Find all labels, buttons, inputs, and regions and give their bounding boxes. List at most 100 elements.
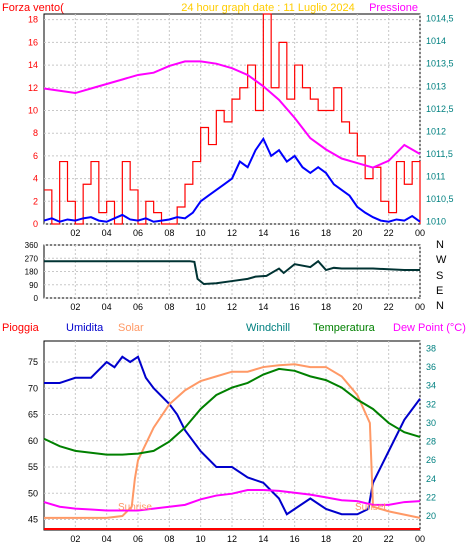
direction-left-tick: 360	[25, 241, 39, 250]
wind-right-ticks: 1010 1010,5 1011 1011,5 1012 1012,5 1013 1013,5…	[426, 14, 454, 227]
wind-left-tick: 4	[33, 174, 38, 184]
direction-left-tick: 180	[25, 268, 39, 277]
direction-grid	[44, 244, 421, 299]
wind-x-tick: 22	[384, 228, 394, 238]
compass-label-4: N	[436, 300, 444, 312]
wind-left-tick: 14	[28, 60, 38, 70]
compass-label-1: W	[436, 254, 447, 266]
wind-x-tick: 20	[352, 228, 362, 238]
climate-x-ticks: 02 04 06 08 10 12 14 16 18 20 22 00	[70, 534, 425, 544]
climate-x-tick: 16	[290, 534, 300, 544]
legend-rain: Pioggia	[2, 322, 40, 334]
climate-right-ticks: 20 22 24 26 28 30 32 34 36 38	[426, 343, 436, 521]
climate-series-solar	[44, 363, 421, 519]
climate-x-tick: 06	[133, 534, 143, 544]
direction-x-tick: 00	[415, 302, 425, 312]
humidity-left-tick: 70	[28, 383, 38, 393]
wind-grid	[44, 14, 421, 225]
climate-series-temperature	[43, 367, 421, 456]
wind-series-pressure	[43, 60, 421, 169]
direction-x-tick: 04	[102, 302, 112, 312]
compass-label-0: N	[436, 239, 444, 251]
pressure-right-tick: 1013	[426, 81, 446, 91]
direction-x-tick: 14	[258, 302, 268, 312]
wind-x-tick: 02	[70, 228, 80, 238]
wind-x-tick: 04	[102, 228, 112, 238]
wind-left-tick: 18	[28, 15, 38, 25]
wind-left-tick: 16	[28, 37, 38, 47]
climate-x-tick: 20	[352, 534, 362, 544]
compass-label-2: S	[436, 270, 443, 282]
wind-left-tick: 2	[33, 196, 38, 206]
pressure-axis-label: Pressione	[369, 2, 418, 14]
pressure-right-tick: 1011,5	[426, 149, 453, 159]
wind-left-tick: 0	[33, 219, 38, 229]
temperature-right-tick: 30	[426, 418, 436, 428]
climate-x-tick: 14	[258, 534, 268, 544]
temperature-right-tick: 22	[426, 492, 436, 502]
pressure-right-tick: 1011	[426, 172, 445, 182]
wind-series-gust	[44, 13, 421, 225]
wind-x-tick: 18	[321, 228, 331, 238]
wind-left-tick: 12	[28, 83, 38, 93]
humidity-left-tick: 60	[28, 436, 38, 446]
temperature-right-tick: 28	[426, 437, 436, 447]
humidity-left-tick: 50	[28, 488, 38, 498]
wind-x-tick: 06	[133, 228, 143, 238]
sunset-label: Sunset	[355, 502, 386, 513]
direction-left-tick: 270	[25, 254, 39, 263]
pressure-right-tick: 1014,5	[426, 14, 454, 24]
pressure-right-tick: 1010,5	[426, 194, 454, 204]
temperature-right-tick: 20	[426, 511, 436, 521]
temperature-right-tick: 38	[426, 343, 436, 353]
temperature-right-tick: 24	[426, 474, 436, 484]
wind-left-ticks: 0 2 4 6 8 10 12 14 16 18	[28, 15, 38, 229]
humidity-left-tick: 45	[28, 515, 38, 525]
wind-x-ticks: 02 04 06 08 10 12 14 16 18 20 22 00	[70, 228, 425, 238]
climate-series-dewpoint	[43, 488, 421, 512]
direction-x-tick: 20	[352, 302, 362, 312]
climate-x-tick: 08	[164, 534, 174, 544]
wind-x-tick: 14	[258, 228, 268, 238]
direction-x-tick: 06	[133, 302, 143, 312]
wind-left-tick: 6	[33, 151, 38, 161]
temperature-right-tick: 26	[426, 455, 436, 465]
wind-x-tick: 00	[415, 228, 425, 238]
humidity-left-tick: 75	[28, 357, 38, 367]
legend-dewpoint: Dew Point (°C)	[393, 322, 466, 334]
direction-left-ticks: 0 90 180 270 360	[25, 241, 39, 303]
compass-label-3: E	[436, 285, 443, 297]
climate-x-tick: 00	[415, 534, 425, 544]
wind-series-avg	[43, 136, 421, 223]
legend-humidity: Umidita	[66, 322, 104, 334]
climate-x-tick: 02	[70, 534, 80, 544]
pressure-right-tick: 1014	[426, 36, 446, 46]
pressure-right-tick: 1013,5	[426, 59, 454, 69]
climate-series-humidity	[44, 355, 421, 516]
direction-x-tick: 08	[164, 302, 174, 312]
wind-left-tick: 10	[28, 105, 38, 115]
direction-series	[44, 259, 420, 286]
wind-x-tick: 16	[290, 228, 300, 238]
wind-left-tick: 8	[33, 128, 38, 138]
climate-x-tick: 10	[196, 534, 206, 544]
legend-solar: Solar	[118, 322, 144, 334]
pressure-right-tick: 1012	[426, 126, 446, 136]
direction-left-tick: 0	[34, 294, 39, 303]
direction-x-ticks: 02 04 06 08 10 12 14 16 18 20 22 00	[70, 302, 425, 312]
direction-x-tick: 02	[70, 302, 80, 312]
legend-temperature: Temperatura	[313, 322, 376, 334]
wind-x-tick: 12	[227, 228, 237, 238]
climate-series	[43, 355, 421, 530]
direction-left-tick: 90	[29, 281, 38, 290]
pressure-right-tick: 1010	[426, 217, 446, 227]
temperature-right-tick: 36	[426, 362, 436, 372]
climate-left-ticks: 45 50 55 60 65 70 75	[28, 357, 38, 525]
temperature-right-tick: 34	[426, 381, 436, 391]
wind-x-tick: 08	[164, 228, 174, 238]
climate-x-tick: 18	[321, 534, 331, 544]
wind-x-tick: 10	[196, 228, 206, 238]
wind-series	[43, 13, 421, 225]
wind-axis-label: Forza vento(	[2, 2, 64, 14]
